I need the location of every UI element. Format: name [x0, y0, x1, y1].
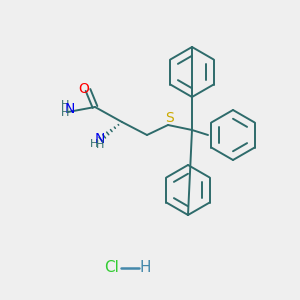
Text: H: H — [61, 108, 69, 118]
Text: Cl: Cl — [105, 260, 119, 275]
Text: N: N — [95, 132, 105, 146]
Text: H: H — [61, 100, 69, 110]
Text: H: H — [96, 140, 104, 150]
Text: O: O — [79, 82, 89, 96]
Text: N: N — [65, 102, 75, 116]
Text: S: S — [165, 111, 173, 125]
Text: H: H — [90, 139, 98, 149]
Text: H: H — [139, 260, 151, 275]
